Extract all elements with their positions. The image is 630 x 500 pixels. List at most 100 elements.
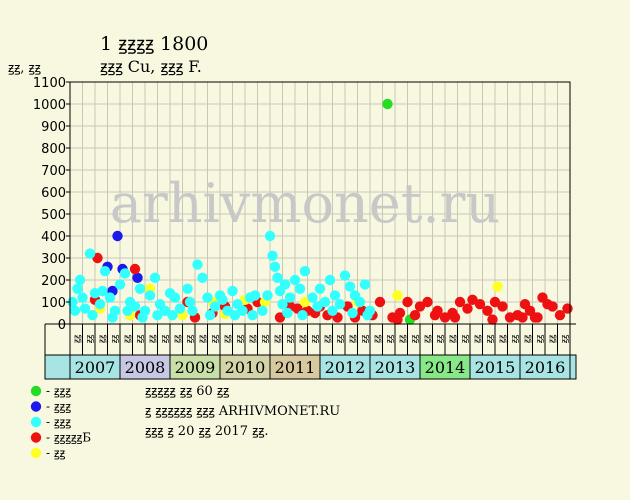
chart-title: 1 ꙃꙃꙃꙃ 1800: [100, 33, 208, 55]
year-cell: [469, 354, 521, 380]
y-tick-label: 700: [41, 164, 66, 179]
point-cyan: [94, 299, 106, 310]
half-label: ꙃꙃ: [135, 334, 145, 343]
point-yellow: [299, 296, 311, 308]
point-cyan: [72, 283, 83, 294]
point-cyan: [319, 296, 331, 308]
half-label: ꙃꙃ: [197, 334, 207, 343]
point-cyan: [262, 290, 273, 301]
point-red: [562, 303, 573, 314]
point-red: [422, 296, 433, 308]
point-cyan: [104, 292, 116, 303]
point-cyan: [229, 310, 241, 321]
point-cyan: [197, 272, 208, 283]
point-red: [402, 296, 413, 308]
point-red: [432, 305, 443, 316]
point-cyan: [257, 305, 268, 316]
point-red: [92, 252, 103, 264]
point-cyan: [134, 283, 146, 294]
point-cyan: [79, 303, 91, 314]
point-cyan: [267, 250, 278, 261]
y-tick-label: 800: [41, 142, 66, 157]
point-cyan: [69, 305, 81, 316]
point-cyan: [284, 292, 296, 303]
year-label: 2007: [75, 358, 116, 377]
half-label: ꙃꙃ: [497, 334, 507, 343]
point-cyan: [129, 301, 141, 312]
point-cyan: [99, 266, 111, 277]
half-label: ꙃꙃ: [260, 334, 270, 343]
point-cyan: [359, 279, 371, 290]
year-cell-left: [44, 354, 71, 380]
half-label: ꙃꙃ: [322, 334, 332, 343]
point-cyan: [114, 279, 126, 290]
year-label: 2011: [275, 358, 316, 377]
half-label: ꙃꙃ: [347, 334, 357, 343]
y-tick-label: 1100: [33, 76, 66, 91]
point-cyan: [87, 310, 98, 321]
note-line-2: ꙃ ꙃꙃꙃꙃꙃꙃ ꙃꙃꙃ ARHIVMONET.RU: [145, 404, 340, 419]
point-red: [467, 294, 478, 305]
half-label: ꙃꙃ: [122, 334, 132, 343]
point-cyan: [187, 305, 198, 316]
point-cyan: [334, 299, 346, 310]
point-cyan: [122, 305, 133, 316]
point-cyan: [312, 301, 323, 312]
point-cyan: [202, 292, 213, 303]
point-cyan: [227, 285, 238, 297]
half-label: ꙃꙃ: [97, 334, 107, 343]
point-cyan: [77, 292, 88, 303]
point-cyan: [362, 310, 373, 321]
half-label: ꙃꙃ: [310, 334, 320, 343]
point-yellow: [492, 281, 503, 292]
legend-label-green: - ꙃꙃꙃ: [46, 384, 71, 398]
half-label: ꙃꙃ: [510, 334, 520, 343]
point-cyan: [204, 310, 216, 321]
half-label: ꙃꙃ: [85, 334, 95, 343]
axes: 0 100 200 300 400 500 600 700 800 900 1000 1100: [33, 76, 571, 333]
half-label: ꙃꙃ: [285, 334, 295, 343]
y-tick-label: 500: [41, 208, 66, 223]
point-red: [274, 312, 286, 323]
point-red: [449, 312, 461, 323]
y-tick-label: 1000: [33, 98, 66, 113]
point-cyan: [307, 292, 318, 303]
point-cyan: [137, 312, 148, 323]
point-red: [474, 299, 486, 310]
half-label: ꙃꙃ: [160, 334, 170, 343]
point-cyan: [209, 301, 221, 312]
point-cyan: [339, 270, 351, 281]
point-cyan: [327, 305, 338, 316]
point-red: [482, 305, 493, 316]
half-label: ꙃꙃ: [522, 334, 532, 343]
point-blue: [132, 272, 143, 283]
point-cyan: [264, 230, 276, 242]
point-cyan: [289, 274, 301, 286]
point-cyan: [192, 259, 203, 270]
half-label: ꙃꙃ: [147, 334, 157, 343]
point-cyan: [149, 272, 161, 283]
legend-marker-blue: [30, 401, 42, 412]
point-cyan: [354, 296, 366, 308]
y-axis-unit: ꙃꙃ, ꙃꙃ: [8, 61, 41, 76]
point-cyan: [144, 290, 156, 301]
half-label: ꙃꙃ: [222, 334, 232, 343]
point-red: [392, 314, 403, 325]
year-cell: [319, 354, 371, 380]
point-blue: [112, 230, 123, 242]
half-label: ꙃꙃ: [297, 334, 307, 343]
point-cyan: [277, 299, 288, 310]
point-cyan: [247, 310, 258, 321]
y-tick-label: 300: [41, 252, 66, 267]
point-red: [454, 296, 466, 308]
year-label: 2016: [525, 358, 566, 377]
point-red: [532, 312, 543, 323]
year-label: 2008: [125, 358, 166, 377]
half-label: ꙃꙃ: [235, 334, 245, 343]
point-cyan: [269, 261, 281, 272]
legend-label-cyan: - ꙃꙃꙃ: [46, 415, 71, 429]
half-label: ꙃꙃ: [72, 334, 82, 343]
